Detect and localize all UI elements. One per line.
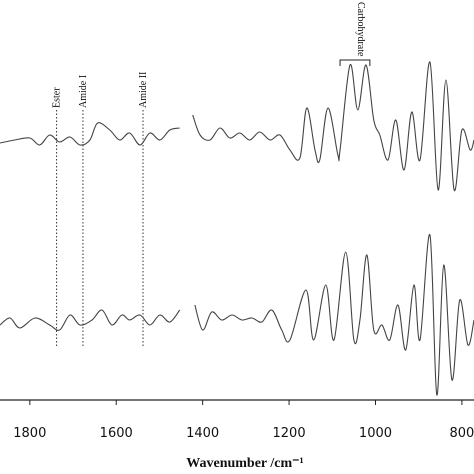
x-tick-label: 1000 <box>359 426 392 441</box>
x-tick-label: 1800 <box>13 426 46 441</box>
annotation-label: Amide I <box>78 75 89 108</box>
spectrum-line <box>194 234 474 396</box>
x-tick-label: 1200 <box>273 426 306 441</box>
x-tick-label: 1600 <box>100 426 133 441</box>
annotation-label: Ester <box>52 87 63 108</box>
annotation-label: Amide II <box>138 72 149 108</box>
annotation-bracket <box>339 59 371 66</box>
x-axis-label: Wavenumber /cm⁻¹ <box>186 456 304 471</box>
spectrum-line <box>192 61 474 191</box>
spectrum-line <box>0 122 180 146</box>
x-tick-label: 1400 <box>186 426 219 441</box>
x-tick-label: 800 <box>449 426 474 441</box>
spectrum-line <box>0 309 181 331</box>
annotation-label: Carbohydrate <box>355 2 366 57</box>
